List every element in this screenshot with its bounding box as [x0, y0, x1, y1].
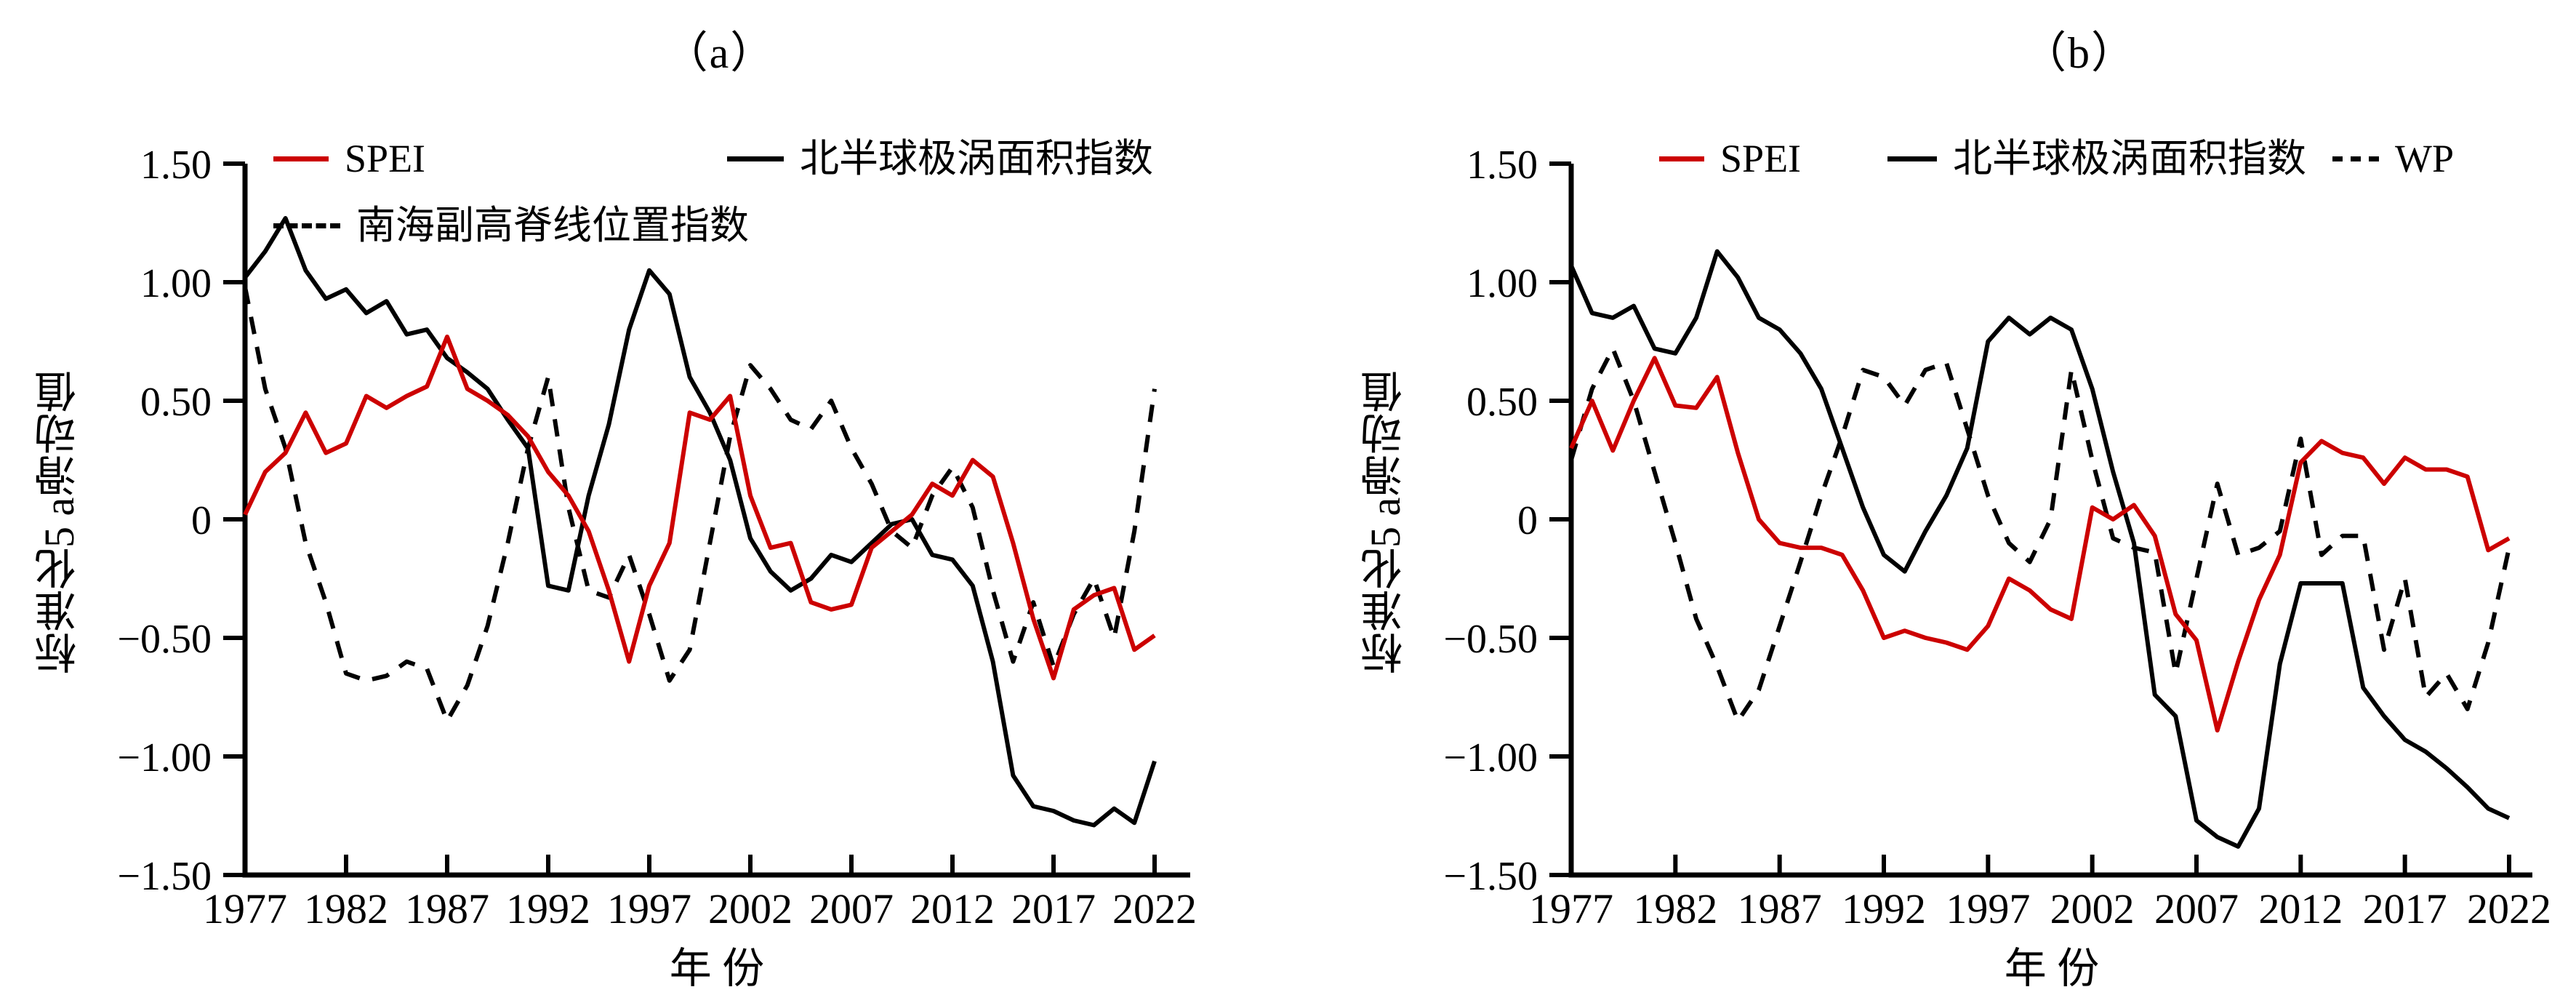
- legend-item-wp-b: WP: [2332, 138, 2454, 179]
- x-tick-label: 1992: [1842, 885, 1926, 932]
- y-tick-label: 1.50: [140, 143, 212, 188]
- panel-a-y-axis-title: 标准化5 a滑动值: [36, 370, 83, 674]
- panel-b-title: （b）: [2023, 29, 2136, 77]
- x-tick-label: 2017: [2363, 885, 2447, 932]
- series-line-vortex-index-b: [1569, 249, 2511, 849]
- panel-b-y-axis-title: 标准化5 a滑动值: [1362, 370, 1409, 674]
- x-tick-label: 1992: [506, 885, 590, 932]
- y-tick-label: 0.50: [140, 380, 212, 425]
- panel-a-title: （a）: [664, 29, 776, 77]
- x-tick-label: 2022: [1112, 885, 1197, 932]
- series-line-spei-a: [243, 335, 1156, 681]
- legend-label: SPEI: [345, 137, 426, 180]
- spei-line-swatch: [273, 156, 329, 161]
- spei-line-swatch: [1659, 156, 1704, 161]
- ridge-dashed-line-swatch: [273, 223, 340, 228]
- y-tick-label: −1.50: [117, 854, 212, 899]
- y-tick-label: 0.50: [1466, 380, 1538, 425]
- panel-a-x-axis-title: 年 份: [669, 945, 765, 992]
- wp-dashed-line-swatch: [2332, 156, 2379, 161]
- y-tick-label: −1.00: [1443, 735, 1538, 780]
- y-tick-label: −1.50: [1443, 854, 1538, 899]
- legend-label: SPEI: [1720, 137, 1802, 180]
- vortex-line-swatch: [1887, 156, 1937, 161]
- legend-label: WP: [2395, 137, 2454, 180]
- series-line-dashed-index-b: [1569, 346, 2511, 724]
- y-tick-label: 0: [1517, 498, 1538, 543]
- legend-label: 北半球极涡面积指数: [1953, 137, 2306, 180]
- x-tick-label: 1982: [304, 885, 388, 932]
- axis-frame: [1568, 164, 2532, 878]
- x-tick-label: 2002: [2050, 885, 2135, 932]
- series-line-vortex-index-a: [243, 216, 1157, 828]
- axis-frame: [242, 164, 1190, 878]
- y-tick-label: 1.00: [1466, 261, 1538, 306]
- x-tick-label: 2007: [809, 885, 894, 932]
- x-tick-label: 2022: [2467, 885, 2551, 932]
- y-tick-label: −0.50: [1443, 617, 1538, 662]
- legend-item-vortex-b: 北半球极涡面积指数: [1887, 138, 2306, 179]
- x-tick-label: 1987: [1738, 885, 1822, 932]
- x-tick-label: 2002: [708, 885, 793, 932]
- x-tick-label: 2012: [910, 885, 995, 932]
- panel-b-x-axis-title: 年 份: [2004, 945, 2100, 992]
- x-tick-label: 1977: [203, 885, 287, 932]
- x-tick-label: 2017: [1011, 885, 1096, 932]
- x-tick-label: 1977: [1529, 885, 1613, 932]
- legend-label: 北半球极涡面积指数: [800, 137, 1153, 180]
- series-line-dashed-index-a: [243, 286, 1157, 724]
- legend-item-ridge-a: 南海副高脊线位置指数: [273, 205, 749, 246]
- series-line-spei-b: [1569, 356, 2511, 733]
- y-tick-label: −1.00: [117, 735, 212, 780]
- y-tick-label: 0: [191, 498, 212, 543]
- x-tick-label: 1997: [1946, 885, 2030, 932]
- x-tick-label: 1987: [405, 885, 489, 932]
- x-tick-label: 1997: [607, 885, 691, 932]
- legend-label: 南海副高脊线位置指数: [356, 204, 749, 247]
- x-tick-label: 2012: [2258, 885, 2343, 932]
- legend-item-spei-a: SPEI: [273, 138, 425, 179]
- legend-item-spei-b: SPEI: [1659, 138, 1801, 179]
- y-tick-label: 1.00: [140, 261, 212, 306]
- vortex-line-swatch: [727, 156, 784, 161]
- legend-item-vortex-a: 北半球极涡面积指数: [727, 138, 1153, 179]
- y-tick-label: 1.50: [1466, 143, 1538, 188]
- x-tick-label: 1982: [1633, 885, 1717, 932]
- y-tick-label: −0.50: [117, 617, 212, 662]
- x-tick-label: 2007: [2154, 885, 2239, 932]
